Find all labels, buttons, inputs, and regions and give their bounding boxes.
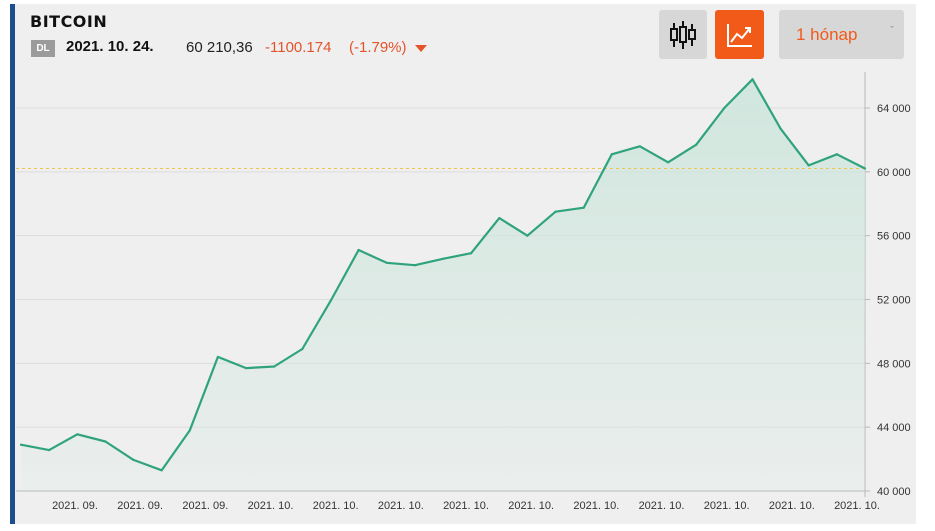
- exchange-badge: DL: [31, 40, 55, 57]
- data-point: [582, 206, 585, 209]
- period-dropdown[interactable]: 1 hónap ˇ: [779, 10, 904, 59]
- x-tick-label: 2021. 09.: [117, 500, 163, 512]
- y-tick-label: 48 000: [877, 358, 911, 370]
- data-point: [132, 458, 135, 461]
- data-point: [695, 143, 698, 146]
- chevron-down-icon: ˇ: [890, 25, 894, 37]
- data-point: [554, 210, 557, 213]
- x-tick-label: 2021. 10.: [313, 500, 359, 512]
- x-tick-label: 2021. 09.: [182, 500, 228, 512]
- x-tick-label: 2021. 10.: [508, 500, 554, 512]
- data-point: [385, 261, 388, 264]
- data-point: [863, 167, 867, 170]
- y-tick-label: 60 000: [877, 167, 911, 179]
- data-point: [160, 469, 163, 472]
- data-point: [666, 161, 670, 164]
- instrument-title: BITCOIN: [30, 12, 108, 31]
- quote-date: 2021. 10. 24.: [66, 38, 154, 55]
- data-point: [638, 145, 642, 148]
- candlestick-icon: [670, 20, 696, 49]
- x-tick-label: 2021. 10.: [443, 500, 489, 512]
- last-price: 60 210,36: [186, 39, 253, 56]
- data-point: [441, 257, 445, 260]
- data-point: [610, 153, 613, 156]
- data-point: [807, 164, 810, 167]
- data-point: [498, 217, 501, 220]
- data-point: [76, 433, 79, 436]
- y-tick-label: 52 000: [877, 295, 911, 307]
- data-point: [104, 440, 107, 443]
- line-chart-icon: [726, 23, 752, 47]
- data-point: [188, 429, 191, 432]
- x-tick-label: 2021. 10.: [704, 500, 750, 512]
- data-point: [413, 264, 416, 267]
- data-point: [19, 443, 23, 446]
- line-chart-button[interactable]: [715, 10, 764, 59]
- accent-bar: [10, 4, 15, 524]
- candlestick-chart-button[interactable]: [659, 10, 707, 59]
- y-tick-label: 40 000: [877, 486, 911, 498]
- y-tick-label: 64 000: [877, 103, 911, 115]
- price-area: [21, 79, 865, 492]
- x-tick-label: 2021. 10.: [378, 500, 424, 512]
- data-point: [835, 153, 838, 156]
- x-tick-label: 2021. 10.: [834, 500, 880, 512]
- data-point: [48, 449, 51, 452]
- data-point: [723, 106, 726, 110]
- data-point: [244, 367, 248, 370]
- period-label: 1 hónap: [796, 24, 858, 44]
- price-change-percent: (-1.79%): [349, 39, 407, 56]
- x-tick-label: 2021. 10.: [573, 500, 619, 512]
- x-tick-label: 2021. 10.: [248, 500, 294, 512]
- y-tick-label: 44 000: [877, 422, 911, 434]
- data-point: [216, 355, 220, 359]
- x-tick-label: 2021. 09.: [52, 500, 98, 512]
- data-point: [470, 252, 473, 255]
- data-point: [526, 234, 529, 237]
- data-point: [273, 365, 276, 368]
- data-point: [751, 78, 754, 81]
- triangle-down-icon: [415, 45, 427, 52]
- data-point: [329, 299, 332, 303]
- y-tick-label: 56 000: [877, 231, 911, 243]
- data-point: [779, 127, 782, 130]
- x-tick-label: 2021. 10.: [639, 500, 685, 512]
- data-point: [357, 248, 360, 252]
- price-change: -1100.174: [265, 39, 332, 56]
- x-tick-label: 2021. 10.: [769, 500, 815, 512]
- data-point: [301, 347, 304, 351]
